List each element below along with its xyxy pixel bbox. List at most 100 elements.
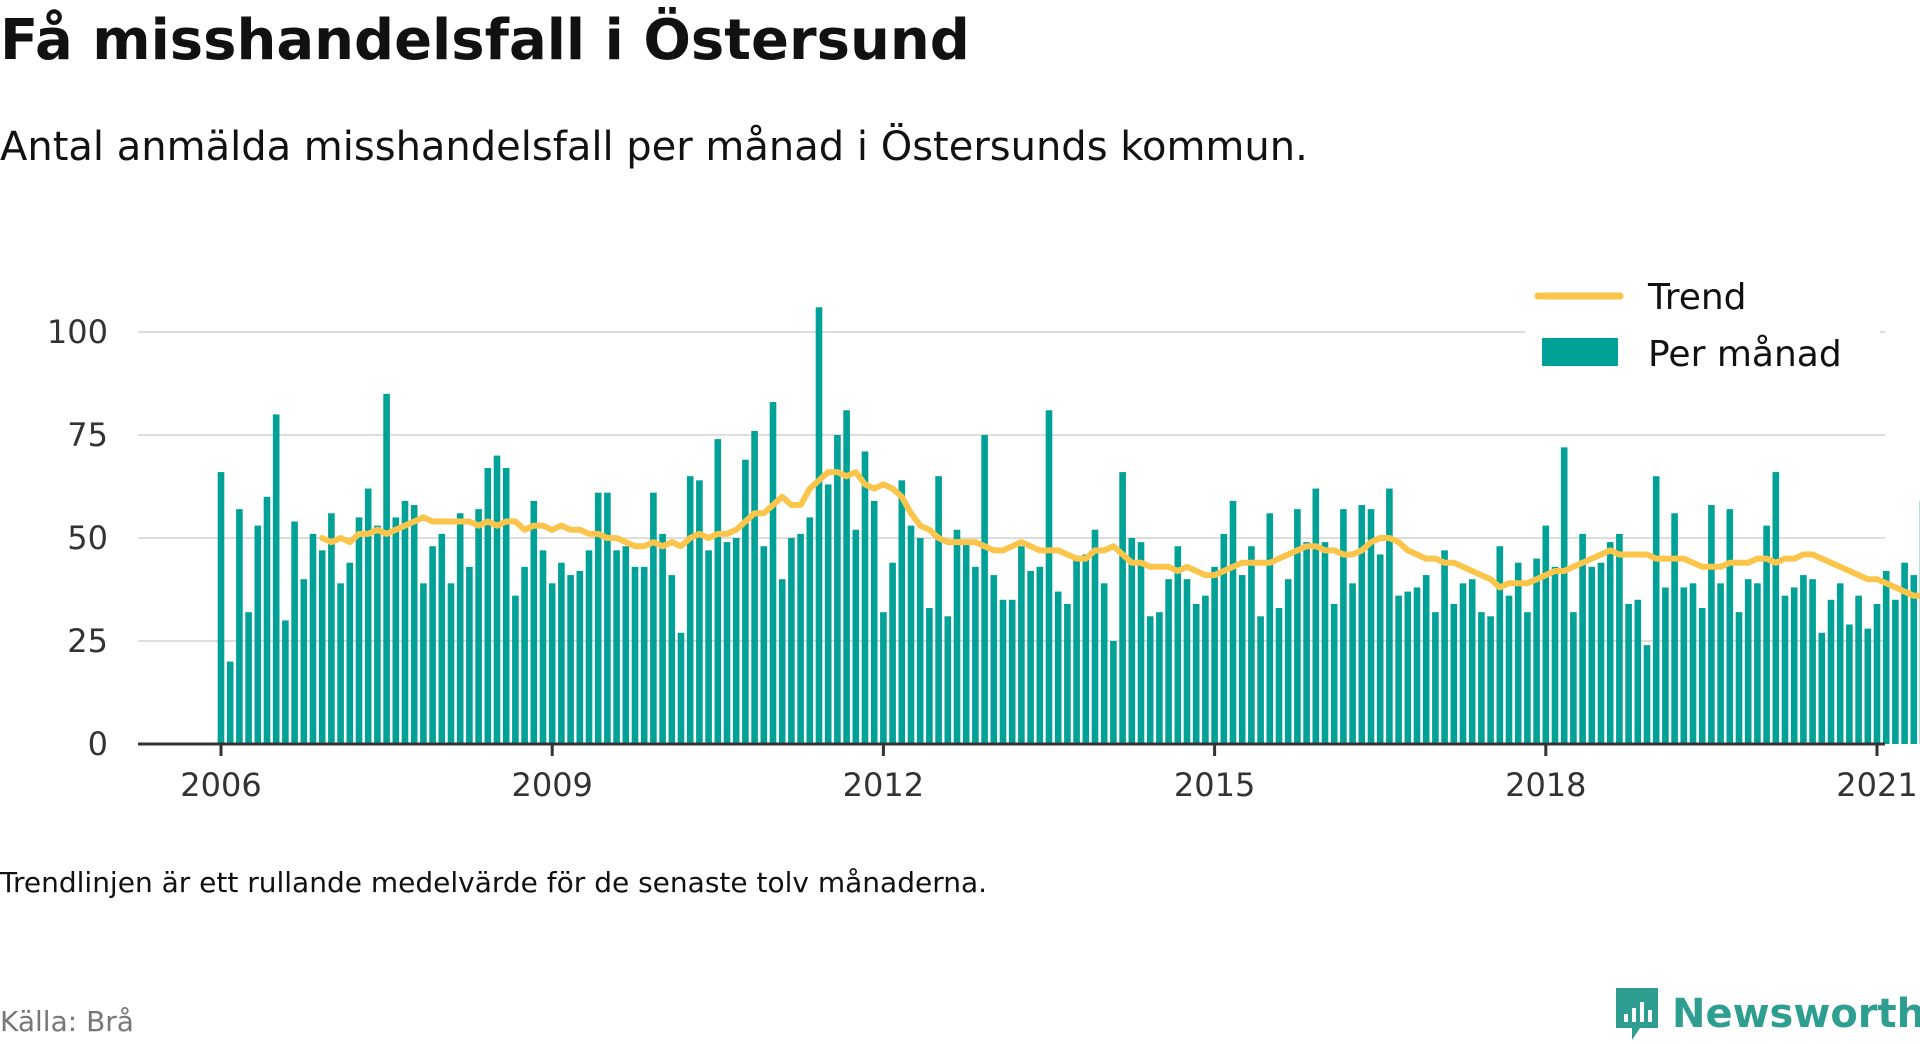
bar	[1138, 542, 1145, 744]
bar	[264, 497, 271, 744]
newsworthy-icon	[1612, 984, 1662, 1044]
bar	[521, 567, 528, 744]
bar	[1064, 604, 1071, 744]
bar	[1598, 563, 1605, 744]
x-tick-label: 2009	[511, 766, 592, 804]
bar	[245, 612, 252, 744]
bar	[1193, 604, 1200, 744]
bar	[227, 662, 234, 744]
bar	[1230, 501, 1237, 744]
bar	[273, 414, 280, 744]
bar	[1303, 542, 1310, 744]
bar	[834, 435, 841, 744]
bar	[1819, 633, 1826, 744]
bar	[733, 538, 740, 744]
bar	[466, 567, 473, 744]
y-tick-label: 75	[67, 416, 108, 454]
bar	[1460, 583, 1467, 744]
bar	[1046, 410, 1053, 744]
bar	[1294, 509, 1301, 744]
bar	[1699, 608, 1706, 744]
bar	[1616, 534, 1623, 744]
bar	[1690, 583, 1697, 744]
bar	[310, 534, 317, 744]
bar	[981, 435, 988, 744]
bar	[669, 575, 676, 744]
bar	[1349, 583, 1356, 744]
bar	[1165, 579, 1172, 744]
bar	[871, 501, 878, 744]
bar	[1239, 575, 1246, 744]
bar	[411, 505, 418, 744]
bar	[899, 480, 906, 744]
bar	[1874, 604, 1881, 744]
bar	[816, 307, 823, 744]
bar	[1027, 571, 1034, 744]
bar	[347, 563, 354, 744]
bar	[1653, 476, 1660, 744]
bar	[641, 567, 648, 744]
bar	[1340, 509, 1347, 744]
bar	[512, 596, 519, 744]
bar	[972, 567, 979, 744]
bar	[1221, 534, 1228, 744]
bar	[742, 460, 749, 744]
bar	[696, 480, 703, 744]
bar	[1515, 563, 1522, 744]
bar	[531, 501, 538, 744]
bar	[503, 468, 510, 744]
bar	[889, 563, 896, 744]
bar	[1828, 600, 1835, 744]
bar	[337, 583, 344, 744]
bar	[1911, 575, 1918, 744]
bar	[1809, 579, 1816, 744]
bar	[1257, 616, 1264, 744]
bar	[604, 493, 611, 744]
bar	[862, 451, 869, 744]
brand-logo: Newsworthy	[1612, 984, 1920, 1044]
bar	[1414, 587, 1421, 744]
bar	[218, 472, 225, 744]
y-tick-label: 25	[67, 622, 108, 660]
bar	[1727, 509, 1734, 744]
bar	[577, 571, 584, 744]
bar	[236, 509, 243, 744]
bar	[1395, 596, 1402, 744]
bar	[632, 567, 639, 744]
bar	[880, 612, 887, 744]
bar	[678, 633, 685, 744]
bar	[365, 489, 372, 744]
bar	[1322, 542, 1329, 744]
bar	[751, 431, 758, 744]
bar	[1405, 592, 1412, 744]
bar	[439, 534, 446, 744]
bar	[1432, 612, 1439, 744]
bar	[1782, 596, 1789, 744]
bar	[908, 526, 915, 744]
source-label: Källa: Brå	[0, 1005, 134, 1038]
bar	[494, 456, 501, 744]
bar	[1635, 600, 1642, 744]
bar	[1589, 567, 1596, 744]
bar	[1211, 567, 1218, 744]
bar	[770, 402, 777, 744]
bar	[659, 534, 666, 744]
bar	[1037, 567, 1044, 744]
bar	[1285, 579, 1292, 744]
bar	[1469, 579, 1476, 744]
bar	[1497, 546, 1504, 744]
bar	[1478, 612, 1485, 744]
bar	[1000, 600, 1007, 744]
bar	[1083, 554, 1090, 744]
bar	[1791, 587, 1798, 744]
bar	[1175, 546, 1182, 744]
bar	[319, 550, 326, 744]
bar	[917, 538, 924, 744]
bar	[1423, 575, 1430, 744]
bar	[779, 579, 786, 744]
bar	[1073, 559, 1080, 744]
bar	[1009, 600, 1016, 744]
bar	[1644, 645, 1651, 744]
brand-name: Newsworthy	[1672, 991, 1920, 1037]
bar	[1846, 625, 1853, 744]
